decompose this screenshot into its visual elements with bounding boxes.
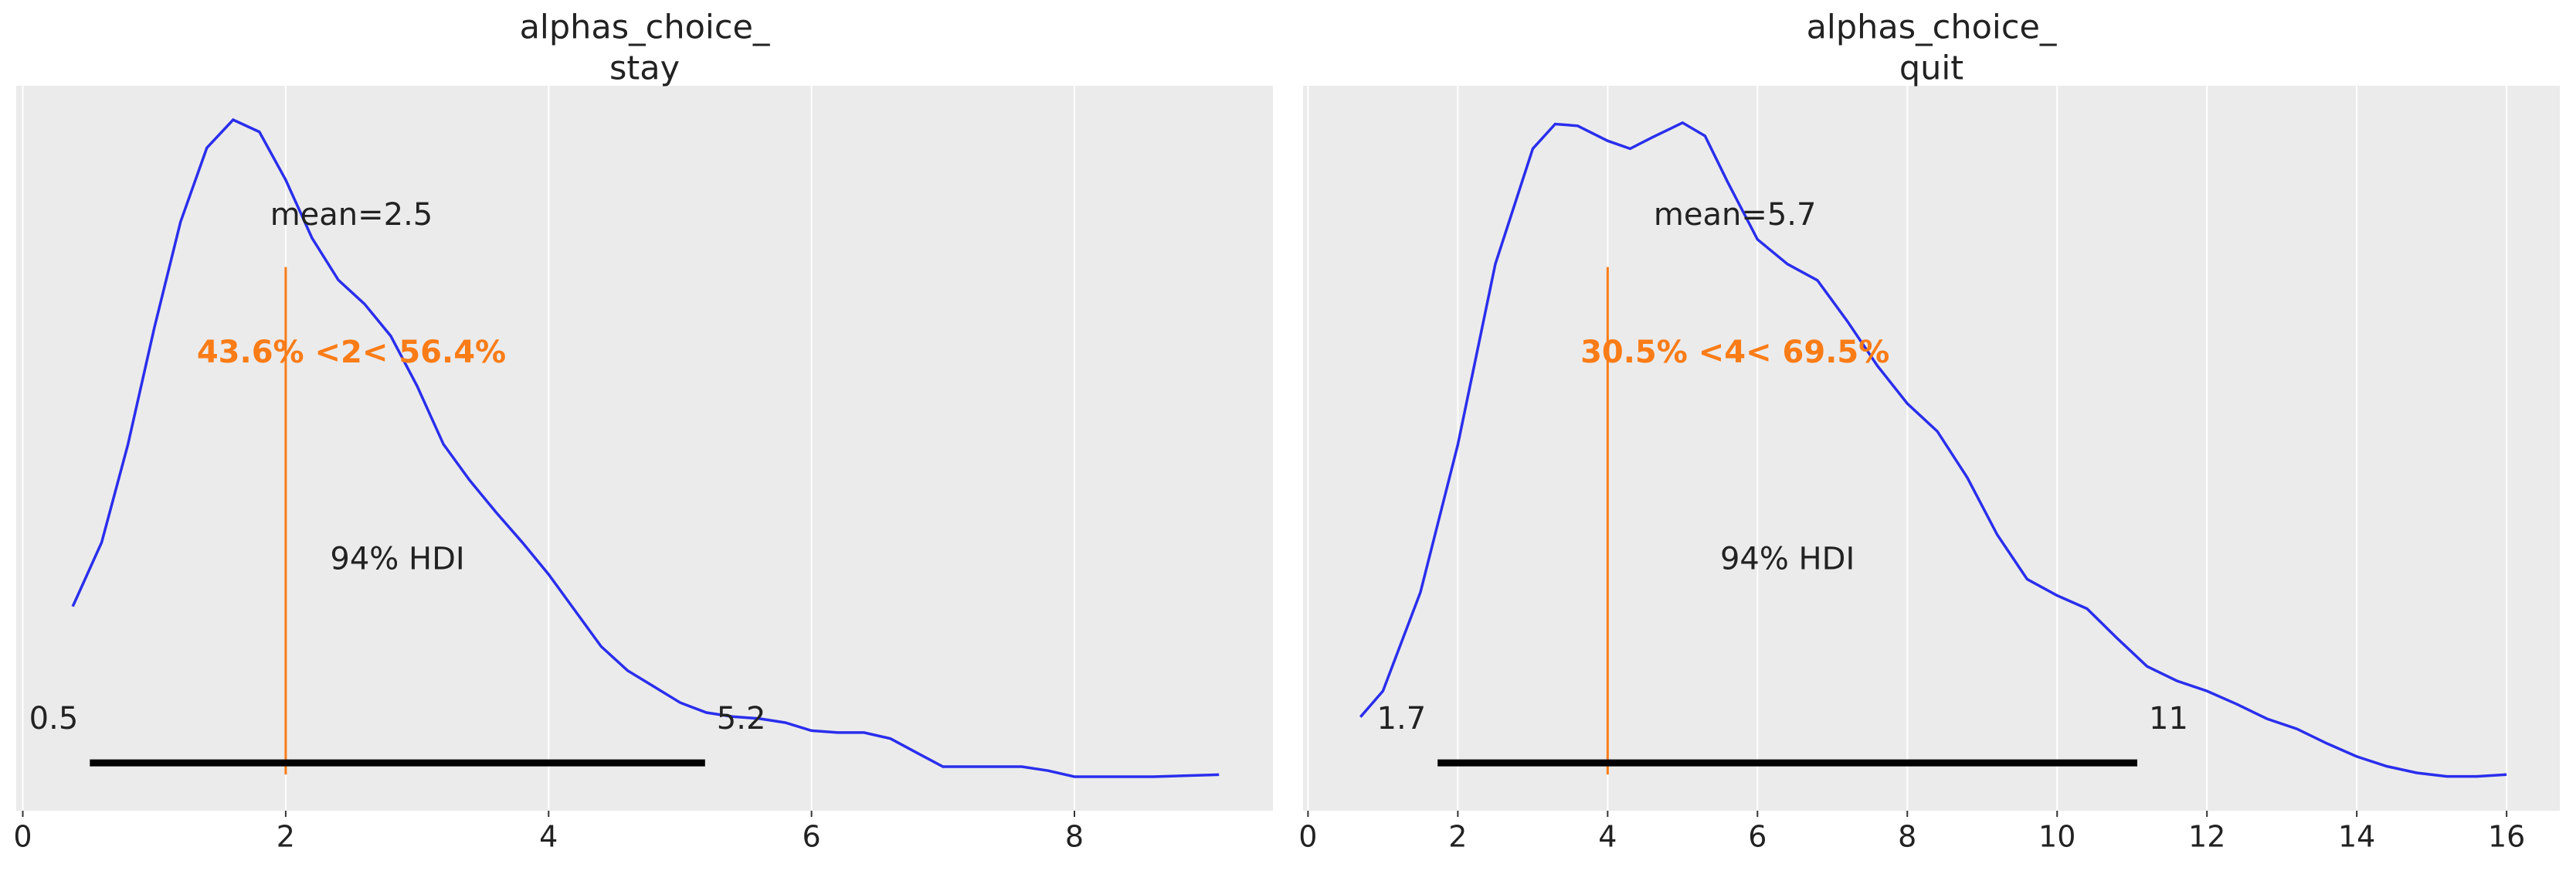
x-tick-label: 2 [1448,820,1467,854]
hdi-label: 94% HDI [330,541,464,577]
chart-title: quit [1899,49,1963,88]
density-line [1359,121,2507,778]
x-tick-label: 4 [1598,820,1617,854]
chart-title: alphas_choice_ [520,9,770,47]
x-tick-label: 6 [803,820,821,854]
mean-label: mean=5.7 [1654,197,1817,233]
hdi-high-label: 11 [2149,701,2188,737]
chart-title: stay [609,49,680,88]
reference-label: 43.6% <2< 56.4% [197,335,506,370]
x-tick-label: 12 [2188,820,2225,854]
mean-label: mean=2.5 [270,197,433,233]
plot-area [1303,86,2560,811]
reference-label: 30.5% <4< 69.5% [1580,335,1889,370]
x-tick-label: 4 [539,820,558,854]
x-tick-label: 2 [277,820,295,854]
chart-title: alphas_choice_ [1807,9,2057,47]
hdi-label: 94% HDI [1720,541,1855,577]
x-tick-label: 8 [1898,820,1916,854]
hdi-low-label: 0.5 [29,701,79,737]
x-tick-label: 8 [1065,820,1084,854]
plot-area [16,86,1273,811]
hdi-high-label: 5.2 [717,701,766,737]
x-tick-label: 0 [1298,820,1317,854]
density-line [71,117,1220,778]
x-tick-label: 16 [2488,820,2525,854]
hdi-low-label: 1.7 [1377,701,1427,737]
x-tick-label: 14 [2338,820,2375,854]
x-tick-label: 0 [13,820,32,854]
x-tick-label: 6 [1748,820,1767,854]
x-tick-label: 10 [2038,820,2075,854]
